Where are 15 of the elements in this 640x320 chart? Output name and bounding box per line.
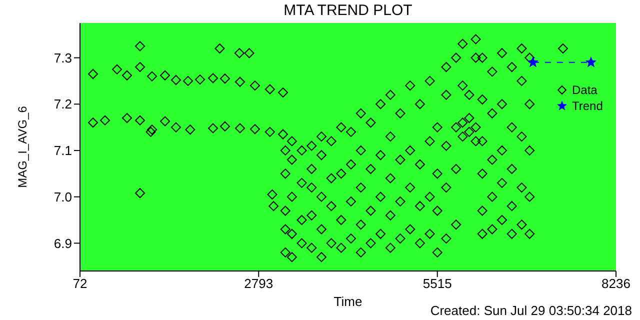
x-tick-label: 5515 bbox=[422, 276, 452, 292]
legend-label: Trend bbox=[572, 98, 603, 114]
y-tick-label: 7.1 bbox=[54, 143, 72, 158]
x-tick-label: 72 bbox=[72, 276, 88, 292]
x-tick-label: 2793 bbox=[244, 276, 274, 292]
y-tick-label: 7.2 bbox=[54, 96, 72, 112]
y-axis-title: MAG_I_AVG_6 bbox=[15, 106, 30, 188]
legend-label: Data bbox=[572, 82, 598, 98]
y-tick-label: 6.9 bbox=[54, 236, 72, 251]
x-axis-title: Time bbox=[334, 294, 362, 309]
x-tick-label: 8236 bbox=[602, 276, 630, 292]
chart-title: MTA TREND PLOT bbox=[282, 2, 414, 19]
text: Created: Sun Jul 29 03:50:34 2018 bbox=[430, 303, 632, 318]
y-tick-label: 7.0 bbox=[54, 189, 72, 204]
y-tick-label: 7.3 bbox=[54, 50, 72, 66]
